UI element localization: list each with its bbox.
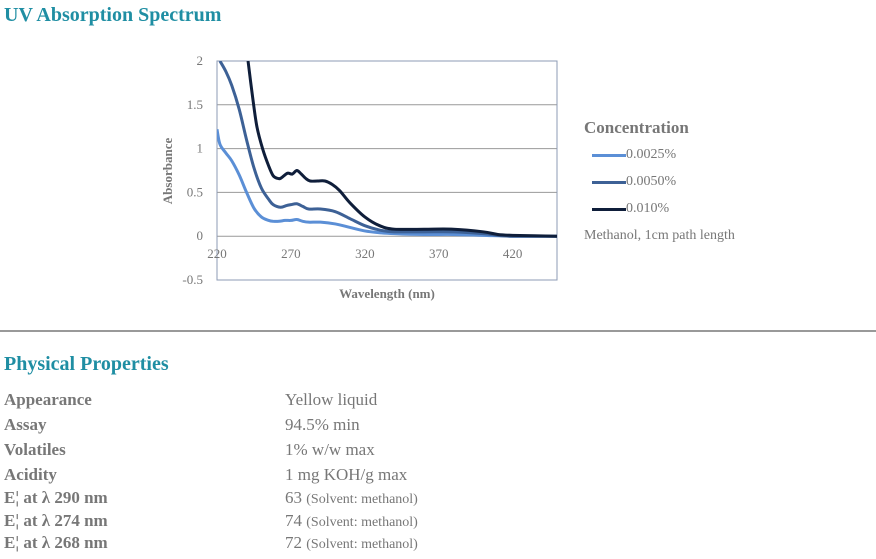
property-row: E¦ at λ 274 nm 74 (Solvent: methanol)	[4, 511, 864, 533]
property-label: Volatiles	[4, 440, 66, 459]
series-line-1	[218, 61, 557, 238]
property-value: 1% w/w max	[285, 440, 375, 460]
x-tick-label: 420	[503, 246, 523, 261]
legend-label: 0.0025%	[626, 147, 677, 162]
x-tick-label: 320	[355, 246, 375, 261]
value-text: 94.5% min	[285, 415, 360, 434]
property-label: E¦ at λ 268 nm	[4, 533, 108, 552]
property-value: Yellow liquid	[285, 390, 377, 410]
value-note: (Solvent: methanol)	[306, 515, 418, 530]
legend-swatch	[592, 180, 626, 184]
value-text: 1 mg KOH/g max	[285, 465, 408, 484]
property-row: Assay 94.5% min	[4, 415, 864, 437]
series-line-0	[217, 129, 557, 238]
legend-label: 0.0050%	[626, 174, 677, 189]
x-tick-label: 370	[429, 246, 449, 261]
property-row: Acidity 1 mg KOH/g max	[4, 465, 864, 487]
property-value: 1 mg KOH/g max	[285, 465, 407, 485]
section-heading: Physical Properties	[4, 353, 169, 375]
y-tick-label: 1.5	[187, 97, 203, 112]
property-value: 74 (Solvent: methanol)	[285, 511, 418, 531]
legend-item-0: 0.0025%	[592, 147, 676, 163]
property-label: E¦ at λ 274 nm	[4, 511, 108, 530]
value-text: Yellow liquid	[285, 390, 378, 409]
legend-swatch	[592, 153, 626, 157]
series-line-2	[246, 61, 557, 238]
value-text: 72	[285, 533, 302, 552]
value-text: 74	[285, 511, 302, 530]
property-label: Assay	[4, 415, 47, 434]
x-tick-label: 270	[281, 246, 301, 261]
y-tick-label: 1	[197, 141, 204, 156]
x-axis-label: Wavelength (nm)	[339, 286, 435, 301]
y-tick-label: -0.5	[182, 272, 203, 287]
plot-frame	[216, 60, 558, 281]
uv-spectrum-chart: -0.5 0 0.5 1 1.5 2 220 270 320 370 420 Wavelength …	[160, 53, 558, 301]
value-note: (Solvent: methanol)	[306, 537, 418, 552]
property-value: 72 (Solvent: methanol)	[285, 533, 418, 553]
y-tick-label: 0	[197, 228, 204, 243]
legend-item-1: 0.0050%	[592, 174, 676, 190]
value-note: (Solvent: methanol)	[306, 492, 418, 507]
value-text: 63	[285, 488, 302, 507]
legend-title: Concentration	[584, 118, 689, 137]
property-row: E¦ at λ 268 nm 72 (Solvent: methanol)	[4, 533, 864, 555]
legend-item-2: 0.010%	[592, 201, 669, 217]
property-row: Volatiles 1% w/w max	[4, 440, 864, 462]
value-text: 1% w/w max	[285, 440, 375, 459]
x-tick-label: 220	[207, 246, 227, 261]
y-tick-label: 2	[197, 53, 204, 68]
property-value: 63 (Solvent: methanol)	[285, 488, 418, 508]
property-label: Acidity	[4, 465, 57, 484]
property-label: Appearance	[4, 390, 92, 409]
y-axis-label: Absorbance	[160, 138, 175, 205]
property-row: Appearance Yellow liquid	[4, 390, 864, 412]
chart-note: Methanol, 1cm path length	[584, 228, 735, 243]
chart-title: UV Absorption Spectrum	[4, 4, 222, 26]
property-label: E¦ at λ 290 nm	[4, 488, 108, 507]
legend-label: 0.010%	[626, 201, 670, 216]
section-divider	[0, 330, 876, 332]
legend-swatch	[592, 207, 626, 211]
y-tick-label: 0.5	[187, 184, 203, 199]
property-row: E¦ at λ 290 nm 63 (Solvent: methanol)	[4, 488, 864, 510]
property-value: 94.5% min	[285, 415, 360, 435]
